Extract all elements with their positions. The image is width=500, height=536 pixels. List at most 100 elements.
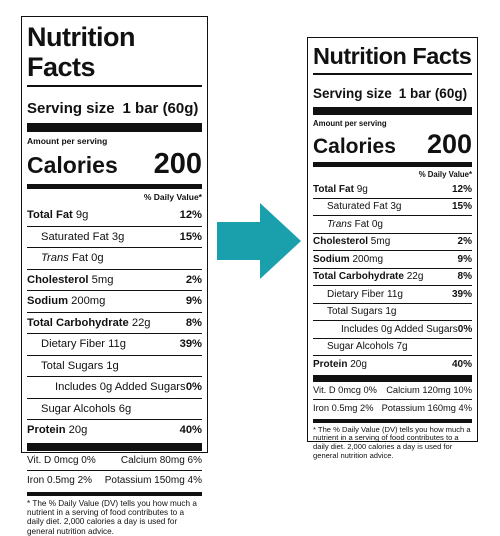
nutrient-dv: 40% bbox=[180, 424, 202, 436]
vitamin-list: Vit. D 0mcg 0% Calcium 120mg 10% Iron 0.5m… bbox=[313, 382, 472, 417]
nutrient-amount: 11g bbox=[387, 289, 403, 300]
divider-thick bbox=[313, 162, 472, 167]
nutrient-name-group: Trans Fat 0g bbox=[327, 219, 383, 230]
nutrient-row: Sodium 200mg 9% bbox=[27, 290, 202, 312]
vitamin-row: Iron 0.5mg 2%Potassium 160mg 4% bbox=[313, 399, 472, 417]
vitamin-value: Vit. D 0mcg 0% bbox=[313, 385, 377, 395]
nutrient-amount: 0g bbox=[372, 219, 383, 230]
nutrient-name-group: Total Carbohydrate 22g bbox=[27, 317, 151, 329]
footnote: * The % Daily Value (DV) tells you how m… bbox=[313, 426, 472, 461]
nutrient-name: Protein bbox=[27, 424, 66, 436]
nutrient-name: Sodium bbox=[313, 254, 350, 265]
nutrient-name-group: Cholesterol 5mg bbox=[27, 274, 113, 286]
vitamin-list: Vit. D 0mcg 0%Calcium 80mg 6%Iron 0.5mg … bbox=[27, 451, 202, 490]
nutrient-amount: 1g bbox=[106, 360, 118, 372]
nutrient-amount: 9g bbox=[76, 209, 88, 221]
nutrient-name-group: Trans Fat 0g bbox=[41, 252, 104, 264]
nutrient-name-group: Dietary Fiber 11g bbox=[41, 338, 126, 350]
nutrient-name: Dietary Fiber bbox=[327, 289, 384, 300]
divider-thick bbox=[313, 419, 472, 423]
nutrient-dv: 39% bbox=[180, 338, 202, 350]
calories-row: Calories 200 bbox=[27, 148, 202, 181]
nutrient-name-group: Sugar Alcohols 7g bbox=[327, 341, 408, 352]
nutrient-row: Sugar Alcohols 7g bbox=[313, 338, 472, 356]
nutrient-dv: 0% bbox=[458, 324, 472, 335]
nutrient-row: Sodium 200mg 9% bbox=[313, 250, 472, 268]
nutrient-dv: 15% bbox=[180, 231, 202, 243]
nutrient-name-group: Protein 20g bbox=[27, 424, 87, 436]
nutrient-dv: 12% bbox=[180, 209, 202, 221]
nutrient-name-group: Protein 20g bbox=[313, 359, 367, 370]
nutrient-amount: 0g bbox=[91, 252, 103, 264]
amount-per-serving: Amount per serving bbox=[27, 136, 202, 146]
nutrient-dv: 15% bbox=[452, 201, 472, 212]
nutrient-dv: 9% bbox=[186, 295, 202, 307]
nutrient-name: Includes 0g Added Sugars bbox=[55, 381, 186, 393]
nutrient-amount: 20g bbox=[350, 359, 367, 370]
nutrient-name-group: Sodium 200mg bbox=[27, 295, 105, 307]
nutrient-name-group: Cholesterol 5mg bbox=[313, 236, 390, 247]
nutrient-amount: 22g bbox=[407, 271, 424, 282]
vitamin-value: Vit. D 0mcg 0% bbox=[27, 455, 96, 466]
nutrient-dv: 39% bbox=[452, 289, 472, 300]
nutrient-name-group: Includes 0g Added Sugars bbox=[55, 381, 186, 393]
serving-size-label: Serving size bbox=[313, 86, 392, 101]
nutrient-dv: 9% bbox=[458, 254, 472, 265]
nutrient-amount: 22g bbox=[132, 317, 151, 329]
nutrient-name-group: Dietary Fiber 11g bbox=[327, 289, 403, 300]
nutrient-name-italic: Trans bbox=[41, 252, 69, 264]
nutrition-label-before: Nutrition Facts Serving size 1 bar (60g)… bbox=[21, 16, 208, 453]
nutrient-dv: 2% bbox=[458, 236, 472, 247]
calories-label: Calories bbox=[313, 135, 396, 159]
divider-thick bbox=[27, 443, 202, 451]
nutrient-amount: 3g bbox=[112, 231, 124, 243]
nutrient-name: Total Sugars bbox=[41, 360, 103, 372]
nutrient-amount: 200mg bbox=[352, 254, 383, 265]
nutrient-name-group: Sugar Alcohols 6g bbox=[41, 403, 131, 415]
label-title: Nutrition Facts bbox=[313, 43, 472, 70]
vitamin-row: Iron 0.5mg 2%Potassium 150mg 4% bbox=[27, 470, 202, 490]
nutrient-row: Protein 20g 40% bbox=[27, 419, 202, 441]
vitamin-row: Vit. D 0mcg 0% Calcium 120mg 10% bbox=[313, 382, 472, 399]
nutrient-amount: 9g bbox=[357, 184, 368, 195]
serving-size-value: 1 bar (60g) bbox=[399, 86, 467, 101]
nutrient-name: Saturated Fat bbox=[41, 231, 109, 243]
nutrient-amount: 6g bbox=[119, 403, 131, 415]
nutrient-name-group: Saturated Fat 3g bbox=[41, 231, 124, 243]
divider-thick bbox=[313, 375, 472, 382]
divider-thick bbox=[313, 107, 472, 115]
calories-value: 200 bbox=[427, 129, 472, 160]
divider-thick bbox=[27, 123, 202, 132]
nutrient-amount: 5mg bbox=[371, 236, 390, 247]
label-title: Nutrition Facts bbox=[27, 22, 202, 82]
nutrient-name: Sodium bbox=[27, 295, 68, 307]
vitamin-value: Potassium 160mg 4% bbox=[382, 403, 472, 413]
nutrient-name: Sugar Alcohols bbox=[41, 403, 116, 415]
nutrient-amount: 200mg bbox=[71, 295, 105, 307]
nutrient-dv: 12% bbox=[452, 184, 472, 195]
nutrient-name: Total Carbohydrate bbox=[313, 271, 404, 282]
nutrient-amount: 3g bbox=[390, 201, 401, 212]
nutrient-name: Dietary Fiber bbox=[41, 338, 105, 350]
nutrition-label-after: Nutrition Facts Serving size 1 bar (60g)… bbox=[307, 37, 478, 442]
nutrient-name: Protein bbox=[313, 359, 347, 370]
dv-header: % Daily Value* bbox=[27, 192, 202, 202]
divider bbox=[313, 73, 472, 75]
nutrient-amount: 20g bbox=[69, 424, 88, 436]
divider-thick bbox=[27, 492, 202, 496]
nutrient-name: Cholesterol bbox=[313, 236, 368, 247]
vitamin-value: Calcium 120mg 10% bbox=[386, 385, 472, 395]
vitamin-value: Potassium 150mg 4% bbox=[105, 475, 202, 486]
nutrient-name: Includes 0g Added Sugars bbox=[341, 324, 458, 335]
nutrient-name: Fat bbox=[72, 252, 88, 264]
